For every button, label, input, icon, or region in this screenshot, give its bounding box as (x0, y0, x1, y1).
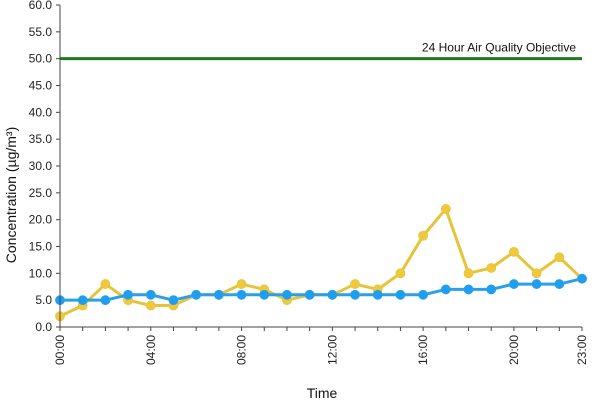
y-tick-label: 30.0 (29, 159, 53, 173)
y-tick-label: 20.0 (29, 213, 53, 227)
series-2-point (100, 295, 111, 306)
series-1-point (486, 263, 497, 273)
series-line-2 (60, 277, 583, 302)
series-2-point (554, 279, 565, 289)
series-2-point (395, 289, 406, 300)
series-1-point (531, 268, 542, 279)
series-2-point (531, 279, 542, 289)
series-2-point (418, 289, 429, 300)
x-tick-label: 00:00 (53, 335, 67, 365)
x-tick-label: 12:00 (325, 335, 339, 365)
y-tick-label: 50.0 (29, 52, 53, 66)
series-2-point (259, 289, 270, 300)
series-2-point (486, 284, 497, 295)
series-1-point (145, 300, 156, 311)
y-tick-label: 15.0 (29, 240, 53, 254)
series-2-point (577, 273, 587, 284)
series-2-point (236, 289, 247, 300)
y-tick-label: 45.0 (29, 79, 53, 93)
x-axis-ticks: 00:00 04:00 08:00 12:00 16:00 20:00 23:00 (53, 327, 589, 365)
series-1-point (100, 279, 111, 289)
objective-line-group: 24 Hour Air Quality Objective (60, 41, 582, 61)
series-2-point (213, 289, 224, 300)
y-tick-label: 35.0 (29, 132, 53, 146)
y-tick-label: 10.0 (29, 266, 53, 280)
series-1-point (509, 246, 519, 257)
series-1-point (554, 252, 565, 263)
y-tick-label: 40.0 (29, 105, 53, 119)
x-tick-label: 23:00 (575, 335, 589, 365)
series-2-point (304, 289, 315, 300)
x-tick-label: 08:00 (235, 335, 249, 365)
series-2-point (327, 289, 338, 300)
series-2-point (372, 289, 383, 300)
series-2-point (350, 289, 360, 300)
series-2-point (282, 289, 292, 300)
series-1-point (350, 279, 360, 289)
series-1-point (463, 268, 474, 279)
y-tick-label: 60.0 (29, 0, 53, 12)
x-tick-label: 20:00 (507, 335, 521, 365)
y-tick-label: 55.0 (29, 25, 53, 39)
y-tick-label: 5.0 (35, 293, 52, 307)
series-2-point (77, 295, 88, 306)
x-tick-label: 16:00 (416, 335, 430, 365)
series-line-1 (59, 207, 584, 318)
series-1-point (418, 230, 429, 241)
series-group (55, 204, 587, 322)
series-2-point (509, 279, 519, 289)
objective-label: 24 Hour Air Quality Objective (422, 41, 576, 55)
series-1-point (440, 204, 451, 214)
series-2-point (123, 289, 133, 300)
x-tick-label: 04:00 (144, 335, 158, 365)
series-2-point (191, 289, 202, 300)
y-tick-label: 25.0 (29, 186, 53, 200)
series-2-point (440, 284, 451, 295)
series-2-point (463, 284, 474, 295)
series-2-point (145, 289, 156, 300)
series-1-point (236, 279, 247, 289)
x-axis-title: Time (307, 385, 338, 400)
series-2-point (168, 295, 179, 306)
y-axis-title: Concentration (µg/m³) (3, 127, 19, 263)
series-1-point (395, 268, 406, 279)
y-axis-ticks: 0.0 5.0 10.0 15.0 20.0 25.0 30.0 35.0 40.0 45.0 50… (29, 0, 60, 334)
y-tick-label: 0.0 (35, 320, 52, 334)
